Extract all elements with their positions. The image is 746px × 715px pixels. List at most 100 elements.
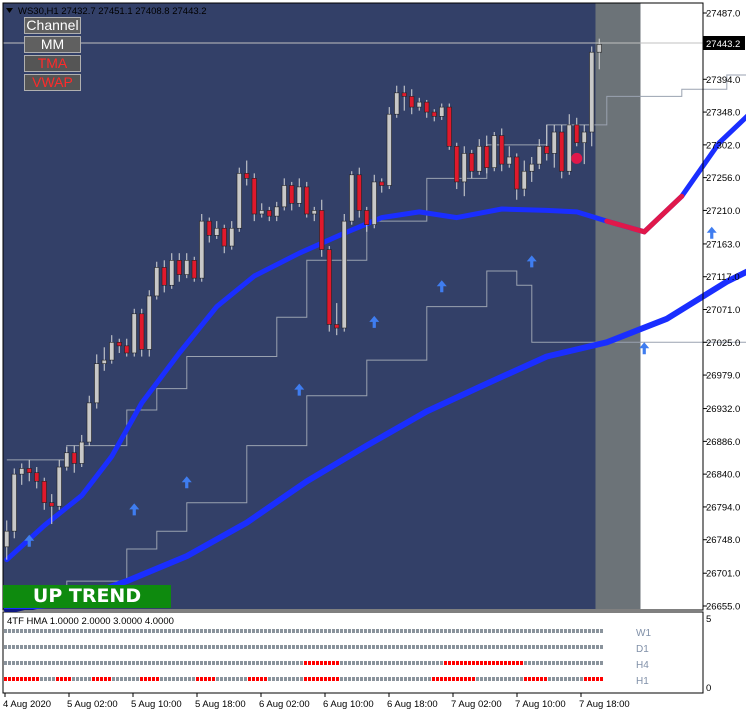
indicator-cell xyxy=(148,629,151,633)
indicator-cell xyxy=(232,677,235,681)
indicator-cell xyxy=(52,629,55,633)
indicator-cell xyxy=(420,661,423,665)
candle-down xyxy=(71,452,77,464)
indicator-cell xyxy=(304,677,307,681)
indicator-cell xyxy=(64,645,67,649)
indicator-cell xyxy=(12,629,15,633)
tma-button[interactable]: TMA xyxy=(24,55,81,72)
candle-up xyxy=(169,260,175,286)
indicator-cell xyxy=(492,629,495,633)
indicator-cell xyxy=(284,661,287,665)
indicator-cell xyxy=(328,629,331,633)
indicator-cell xyxy=(460,629,463,633)
indicator-cell xyxy=(156,629,159,633)
indicator-cell xyxy=(324,645,327,649)
indicator-cell xyxy=(404,645,407,649)
indicator-cell xyxy=(184,677,187,681)
indicator-cell xyxy=(52,645,55,649)
indicator-cell xyxy=(528,677,531,681)
indicator-cell xyxy=(144,661,147,665)
indicator-cell xyxy=(96,661,99,665)
indicator-cell xyxy=(280,645,283,649)
indicator-cell xyxy=(348,677,351,681)
indicator-cell xyxy=(228,677,231,681)
indicator-cell xyxy=(192,677,195,681)
channel-button[interactable]: Channel xyxy=(24,17,81,34)
indicator-cell xyxy=(88,661,91,665)
candle-up xyxy=(386,113,392,186)
buy-arrow-icon xyxy=(24,534,35,547)
indicator-cell xyxy=(64,677,67,681)
candle-down xyxy=(319,210,325,250)
mm-button[interactable]: MM xyxy=(24,36,81,53)
candle-down xyxy=(431,111,437,117)
indicator-cell xyxy=(360,645,363,649)
candle-down xyxy=(49,502,55,507)
candle-up xyxy=(371,181,377,225)
indicator-cell xyxy=(344,645,347,649)
indicator-cell xyxy=(36,677,39,681)
y-tick-label: 26794.0 xyxy=(706,502,740,513)
indicator-cell xyxy=(16,629,19,633)
indicator-cell xyxy=(100,629,103,633)
indicator-cell xyxy=(556,629,559,633)
candle-down xyxy=(124,345,130,354)
indicator-cell xyxy=(600,677,603,681)
indicator-cell xyxy=(216,645,219,649)
indicator-cell xyxy=(84,645,87,649)
indicator-cell xyxy=(204,661,207,665)
y-tick-label: 26932.0 xyxy=(706,404,740,415)
indicator-cell xyxy=(288,629,291,633)
indicator-cell xyxy=(452,677,455,681)
candle-up xyxy=(581,131,587,144)
indicator-cell xyxy=(264,677,267,681)
indicator-cell xyxy=(220,661,223,665)
indicator-cell xyxy=(200,677,203,681)
indicator-cell xyxy=(460,645,463,649)
indicator-cell xyxy=(476,677,479,681)
indicator-cell xyxy=(572,661,575,665)
indicator-cell xyxy=(208,629,211,633)
indicator-cell xyxy=(152,645,155,649)
indicator-cell xyxy=(468,629,471,633)
indicator-cell xyxy=(232,661,235,665)
indicator-cell xyxy=(340,645,343,649)
indicator-cell xyxy=(12,645,15,649)
indicator-cell xyxy=(580,629,583,633)
indicator-cell xyxy=(472,661,475,665)
indicator-cell xyxy=(392,661,395,665)
indicator-cell xyxy=(400,677,403,681)
indicator-cell xyxy=(584,661,587,665)
chart-menu-triangle-icon[interactable] xyxy=(6,8,13,13)
indicator-cell xyxy=(336,629,339,633)
indicator-cell xyxy=(364,677,367,681)
indicator-cell xyxy=(196,677,199,681)
indicator-cell xyxy=(384,645,387,649)
candle-down xyxy=(34,472,40,482)
indicator-cell xyxy=(56,645,59,649)
indicator-cell xyxy=(48,645,51,649)
indicator-cell xyxy=(360,677,363,681)
indicator-cell xyxy=(372,629,375,633)
indicator-cell xyxy=(272,677,275,681)
indicator-cell xyxy=(388,629,391,633)
indicator-cell xyxy=(520,661,523,665)
indicator-cell xyxy=(112,645,115,649)
indicator-cell xyxy=(308,661,311,665)
candle-up xyxy=(296,186,302,204)
indicator-cell xyxy=(172,629,175,633)
indicator-cell xyxy=(592,645,595,649)
indicator-cell xyxy=(460,661,463,665)
indicator-cell xyxy=(392,629,395,633)
indicator-cell xyxy=(448,677,451,681)
indicator-cell xyxy=(140,645,143,649)
indicator-cell xyxy=(496,677,499,681)
indicator-cell xyxy=(348,629,351,633)
indicator-cell xyxy=(312,645,315,649)
y-tick-label: 27071.0 xyxy=(706,305,740,316)
indicator-cell xyxy=(236,661,239,665)
chart-title: WS30,H1 27432.7 27451.1 27408.8 27443.2 xyxy=(18,6,207,17)
indicator-cell xyxy=(492,677,495,681)
vwap-button[interactable]: VWAP xyxy=(24,74,81,91)
